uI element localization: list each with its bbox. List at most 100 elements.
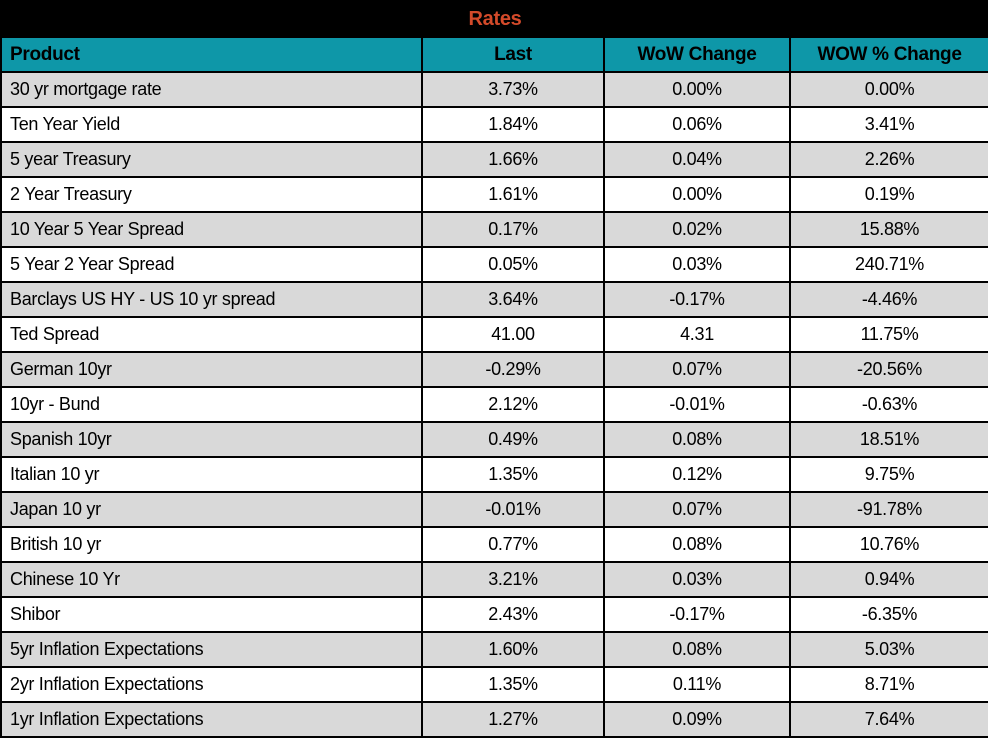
- value-cell: 0.04%: [603, 141, 791, 178]
- value-cell: 3.64%: [421, 281, 605, 318]
- value-cell: 3.41%: [788, 106, 988, 143]
- table-row: Barclays US HY - US 10 yr spread 3.64% -0.…: [0, 281, 988, 318]
- column-header-last: Last: [421, 36, 605, 73]
- product-cell: 5 Year 2 Year Spread: [0, 246, 423, 283]
- value-cell: 2.12%: [421, 386, 605, 423]
- table-title-row: Rates: [0, 0, 988, 38]
- value-cell: -20.56%: [788, 351, 988, 388]
- value-cell: 0.02%: [603, 211, 791, 248]
- value-cell: 1.61%: [421, 176, 605, 213]
- value-cell: 8.71%: [788, 666, 988, 703]
- value-cell: -6.35%: [788, 596, 988, 633]
- value-cell: 0.12%: [603, 456, 791, 493]
- value-cell: 0.07%: [603, 491, 791, 528]
- product-cell: 30 yr mortgage rate: [0, 71, 423, 108]
- product-cell: Shibor: [0, 596, 423, 633]
- product-cell: Barclays US HY - US 10 yr spread: [0, 281, 423, 318]
- value-cell: 0.03%: [603, 561, 791, 598]
- value-cell: 0.08%: [603, 526, 791, 563]
- value-cell: -4.46%: [788, 281, 988, 318]
- value-cell: 1.27%: [421, 701, 605, 738]
- value-cell: 0.94%: [788, 561, 988, 598]
- table-row: Chinese 10 Yr 3.21% 0.03% 0.94%: [0, 561, 988, 598]
- value-cell: 0.77%: [421, 526, 605, 563]
- value-cell: 0.17%: [421, 211, 605, 248]
- value-cell: -0.17%: [603, 281, 791, 318]
- table-row: 30 yr mortgage rate 3.73% 0.00% 0.00%: [0, 71, 988, 108]
- value-cell: 0.49%: [421, 421, 605, 458]
- table-header-row: Product Last WoW Change WOW % Change: [0, 36, 988, 73]
- table-row: 10 Year 5 Year Spread 0.17% 0.02% 15.88%: [0, 211, 988, 248]
- value-cell: 11.75%: [788, 316, 988, 353]
- table-row: Shibor 2.43% -0.17% -6.35%: [0, 596, 988, 633]
- product-cell: 5yr Inflation Expectations: [0, 631, 423, 668]
- value-cell: 0.08%: [603, 631, 791, 668]
- value-cell: 0.00%: [603, 71, 791, 108]
- table-row: 2 Year Treasury 1.61% 0.00% 0.19%: [0, 176, 988, 213]
- product-cell: Ten Year Yield: [0, 106, 423, 143]
- value-cell: 10.76%: [788, 526, 988, 563]
- column-header-wow-change: WoW Change: [603, 36, 791, 73]
- value-cell: 3.73%: [421, 71, 605, 108]
- value-cell: 0.00%: [788, 71, 988, 108]
- value-cell: 2.26%: [788, 141, 988, 178]
- table-row: 1yr Inflation Expectations 1.27% 0.09% 7.64…: [0, 701, 988, 738]
- value-cell: 0.07%: [603, 351, 791, 388]
- table-row: Ted Spread 41.00 4.31 11.75%: [0, 316, 988, 353]
- value-cell: 1.60%: [421, 631, 605, 668]
- value-cell: 5.03%: [788, 631, 988, 668]
- product-cell: Ted Spread: [0, 316, 423, 353]
- value-cell: 240.71%: [788, 246, 988, 283]
- product-cell: 1yr Inflation Expectations: [0, 701, 423, 738]
- value-cell: 0.00%: [603, 176, 791, 213]
- column-header-product: Product: [0, 36, 423, 73]
- table-row: Italian 10 yr 1.35% 0.12% 9.75%: [0, 456, 988, 493]
- product-cell: 10 Year 5 Year Spread: [0, 211, 423, 248]
- value-cell: 0.05%: [421, 246, 605, 283]
- value-cell: 2.43%: [421, 596, 605, 633]
- value-cell: 0.06%: [603, 106, 791, 143]
- table-row: Spanish 10yr 0.49% 0.08% 18.51%: [0, 421, 988, 458]
- product-cell: 5 year Treasury: [0, 141, 423, 178]
- value-cell: 0.03%: [603, 246, 791, 283]
- value-cell: 1.35%: [421, 456, 605, 493]
- table-row: 5yr Inflation Expectations 1.60% 0.08% 5.03…: [0, 631, 988, 668]
- value-cell: 0.08%: [603, 421, 791, 458]
- value-cell: 0.11%: [603, 666, 791, 703]
- table-row: Japan 10 yr -0.01% 0.07% -91.78%: [0, 491, 988, 528]
- column-header-wow-pct-change: WOW % Change: [788, 36, 988, 73]
- rates-table-body: 30 yr mortgage rate 3.73% 0.00% 0.00% Ten Ye…: [0, 71, 988, 738]
- product-cell: German 10yr: [0, 351, 423, 388]
- table-row: 5 year Treasury 1.66% 0.04% 2.26%: [0, 141, 988, 178]
- product-cell: Japan 10 yr: [0, 491, 423, 528]
- value-cell: 15.88%: [788, 211, 988, 248]
- product-cell: 2 Year Treasury: [0, 176, 423, 213]
- table-row: 2yr Inflation Expectations 1.35% 0.11% 8.71…: [0, 666, 988, 703]
- value-cell: -91.78%: [788, 491, 988, 528]
- product-cell: 2yr Inflation Expectations: [0, 666, 423, 703]
- value-cell: 4.31: [603, 316, 791, 353]
- table-row: Ten Year Yield 1.84% 0.06% 3.41%: [0, 106, 988, 143]
- value-cell: 0.09%: [603, 701, 791, 738]
- value-cell: -0.29%: [421, 351, 605, 388]
- value-cell: 0.19%: [788, 176, 988, 213]
- product-cell: Chinese 10 Yr: [0, 561, 423, 598]
- product-cell: Italian 10 yr: [0, 456, 423, 493]
- table-row: British 10 yr 0.77% 0.08% 10.76%: [0, 526, 988, 563]
- table-row: 5 Year 2 Year Spread 0.05% 0.03% 240.71%: [0, 246, 988, 283]
- value-cell: -0.01%: [603, 386, 791, 423]
- table-row: German 10yr -0.29% 0.07% -20.56%: [0, 351, 988, 388]
- value-cell: 3.21%: [421, 561, 605, 598]
- value-cell: 1.66%: [421, 141, 605, 178]
- value-cell: -0.01%: [421, 491, 605, 528]
- product-cell: 10yr - Bund: [0, 386, 423, 423]
- product-cell: Spanish 10yr: [0, 421, 423, 458]
- value-cell: -0.63%: [788, 386, 988, 423]
- value-cell: 41.00: [421, 316, 605, 353]
- value-cell: 9.75%: [788, 456, 988, 493]
- table-row: 10yr - Bund 2.12% -0.01% -0.63%: [0, 386, 988, 423]
- value-cell: 18.51%: [788, 421, 988, 458]
- product-cell: British 10 yr: [0, 526, 423, 563]
- table-title: Rates: [0, 0, 988, 38]
